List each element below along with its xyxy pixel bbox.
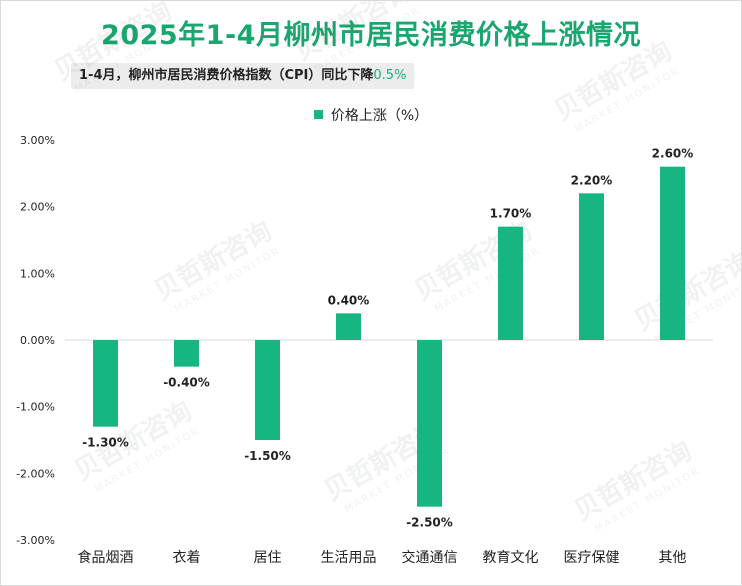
bar: [174, 340, 199, 367]
x-tick-label: 其他: [659, 550, 687, 566]
y-tick-label: 2.00%: [20, 201, 55, 214]
subtitle-text: 1-4月，柳州市居民消费价格指数（CPI）同比下降: [79, 68, 374, 83]
x-tick-label: 生活用品: [321, 550, 377, 566]
data-label: 0.40%: [328, 293, 370, 307]
x-tick-label: 教育文化: [483, 550, 539, 566]
data-label: 1.70%: [490, 207, 532, 221]
data-label: -0.40%: [163, 376, 210, 390]
bar: [417, 340, 442, 507]
x-tick-label: 衣着: [173, 550, 201, 566]
chart-title: 2025年1-4月柳州市居民消费价格上涨情况: [101, 20, 641, 51]
y-tick-label: 0.00%: [20, 334, 55, 347]
chart-subtitle-box: 1-4月，柳州市居民消费价格指数（CPI）同比下降0.5%: [71, 63, 415, 89]
data-label: 2.20%: [571, 173, 613, 187]
y-tick-label: -3.00%: [16, 534, 55, 547]
y-tick-label: -1.00%: [16, 401, 55, 414]
x-tick-label: 居住: [254, 550, 282, 566]
y-tick-label: 3.00%: [20, 134, 55, 147]
bar: [336, 313, 361, 340]
watermark-text: 贝哲斯咨询: [289, 1, 417, 67]
data-label: 2.60%: [652, 147, 694, 161]
data-label: -1.30%: [82, 436, 129, 450]
bar: [93, 340, 118, 427]
bar: [660, 166, 685, 340]
x-tick-label: 食品烟酒: [78, 549, 134, 566]
subtitle-highlight: 0.5%: [373, 68, 407, 83]
legend-swatch: [313, 110, 323, 119]
data-label: -1.50%: [244, 449, 291, 463]
y-tick-label: -2.00%: [16, 467, 55, 480]
legend-label: 价格上涨（%）: [330, 108, 429, 124]
x-tick-label: 交通通信: [402, 549, 458, 566]
bar: [498, 226, 523, 340]
y-tick-label: 1.00%: [20, 267, 55, 280]
x-tick-label: 医疗保健: [564, 550, 620, 566]
legend: 价格上涨（%）: [1, 105, 741, 125]
bar: [255, 340, 280, 440]
data-label: -2.50%: [406, 516, 453, 530]
bar: [579, 193, 604, 340]
